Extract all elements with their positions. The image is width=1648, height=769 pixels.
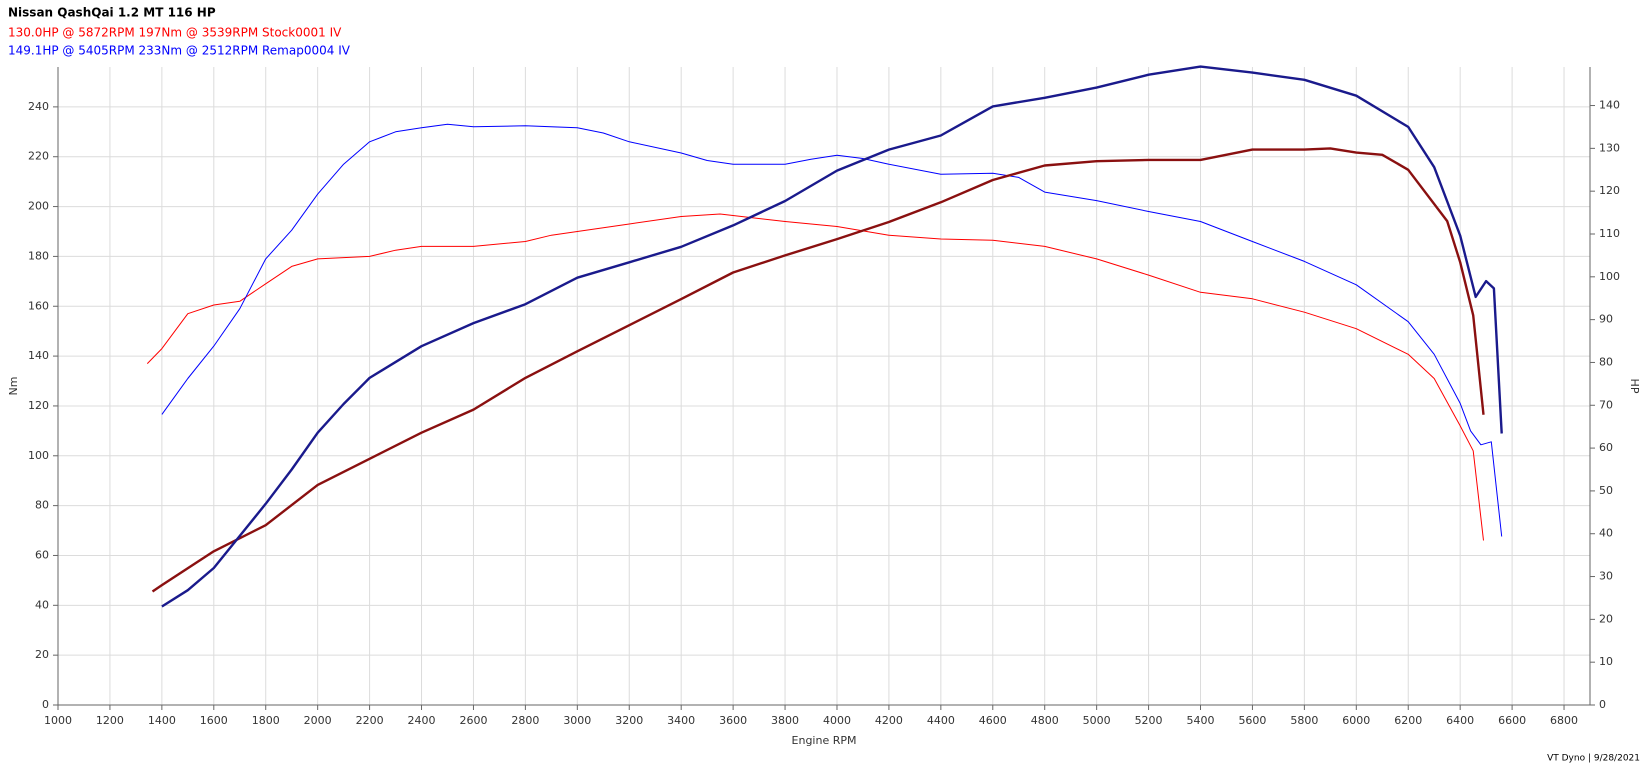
x-tick-label: 3800: [771, 714, 799, 727]
x-tick-label: 5400: [1187, 714, 1215, 727]
x-tick-label: 4600: [979, 714, 1007, 727]
y2-tick-label: 40: [1599, 527, 1613, 540]
y-tick-label: 180: [28, 249, 49, 262]
y2-tick-label: 120: [1599, 184, 1620, 197]
chart-title: Nissan QashQai 1.2 MT 116 HP: [8, 6, 216, 20]
x-tick-label: 6200: [1394, 714, 1422, 727]
x-tick-label: 2000: [304, 714, 332, 727]
y2-tick-label: 20: [1599, 612, 1613, 625]
x-tick-label: 4200: [875, 714, 903, 727]
y2-tick-label: 70: [1599, 398, 1613, 411]
x-tick-label: 4000: [823, 714, 851, 727]
y-tick-label: 0: [42, 698, 49, 711]
line-series: [151, 147, 1485, 593]
plot-area: [58, 67, 1590, 705]
y-tick-label: 240: [28, 100, 49, 113]
y2-tick-label: 140: [1599, 99, 1620, 112]
x-axis-label: Engine RPM: [792, 734, 857, 747]
x-tick-label: 4800: [1031, 714, 1059, 727]
x-tick-label: 3200: [615, 714, 643, 727]
x-tick-label: 2200: [356, 714, 384, 727]
footer: VT Dyno | 9/28/2021: [1547, 754, 1640, 764]
legend-entry: 130.0HP @ 5872RPM 197Nm @ 3539RPM Stock0…: [8, 26, 342, 40]
x-tick-label: 1800: [252, 714, 280, 727]
x-tick-label: 2400: [408, 714, 436, 727]
x-tick-label: 5800: [1290, 714, 1318, 727]
x-tick-label: 4400: [927, 714, 955, 727]
line-series: [161, 65, 1503, 608]
y-tick-label: 220: [28, 150, 49, 163]
x-tick-label: 6600: [1498, 714, 1526, 727]
x-tick-label: 5600: [1238, 714, 1266, 727]
legend-entry: 149.1HP @ 5405RPM 233Nm @ 2512RPM Remap0…: [8, 44, 351, 58]
y2-tick-label: 30: [1599, 570, 1613, 583]
x-tick-label: 1200: [96, 714, 124, 727]
y-tick-label: 140: [28, 349, 49, 362]
x-tick-label: 1000: [44, 714, 72, 727]
line-series: [146, 213, 1484, 541]
y2-tick-label: 130: [1599, 141, 1620, 154]
line-series: [161, 123, 1503, 537]
y2-tick-label: 50: [1599, 484, 1613, 497]
x-tick-label: 6800: [1550, 714, 1578, 727]
y-tick-label: 100: [28, 449, 49, 462]
x-tick-label: 3000: [563, 714, 591, 727]
y-tick-label: 60: [35, 548, 49, 561]
y2-tick-label: 100: [1599, 270, 1620, 283]
x-tick-label: 3400: [667, 714, 695, 727]
x-tick-label: 5000: [1083, 714, 1111, 727]
x-tick-label: 1400: [148, 714, 176, 727]
y2-tick-label: 90: [1599, 313, 1613, 326]
x-tick-label: 3600: [719, 714, 747, 727]
x-tick-label: 1600: [200, 714, 228, 727]
y2-tick-label: 110: [1599, 227, 1620, 240]
x-tick-label: 6400: [1446, 714, 1474, 727]
y-tick-label: 120: [28, 399, 49, 412]
x-tick-label: 6000: [1342, 714, 1370, 727]
y-tick-label: 200: [28, 200, 49, 213]
y2-tick-label: 0: [1599, 698, 1606, 711]
y2-tick-label: 80: [1599, 355, 1613, 368]
y2-tick-label: 10: [1599, 655, 1613, 668]
y-tick-label: 20: [35, 648, 49, 661]
y2-axis-label: HP: [1628, 379, 1641, 394]
y-tick-label: 80: [35, 499, 49, 512]
x-tick-label: 2800: [511, 714, 539, 727]
y-axis-label: Nm: [7, 377, 20, 396]
x-tick-label: 2600: [459, 714, 487, 727]
y2-tick-label: 60: [1599, 441, 1613, 454]
y-tick-label: 40: [35, 598, 49, 611]
x-tick-label: 5200: [1135, 714, 1163, 727]
y-tick-label: 160: [28, 299, 49, 312]
